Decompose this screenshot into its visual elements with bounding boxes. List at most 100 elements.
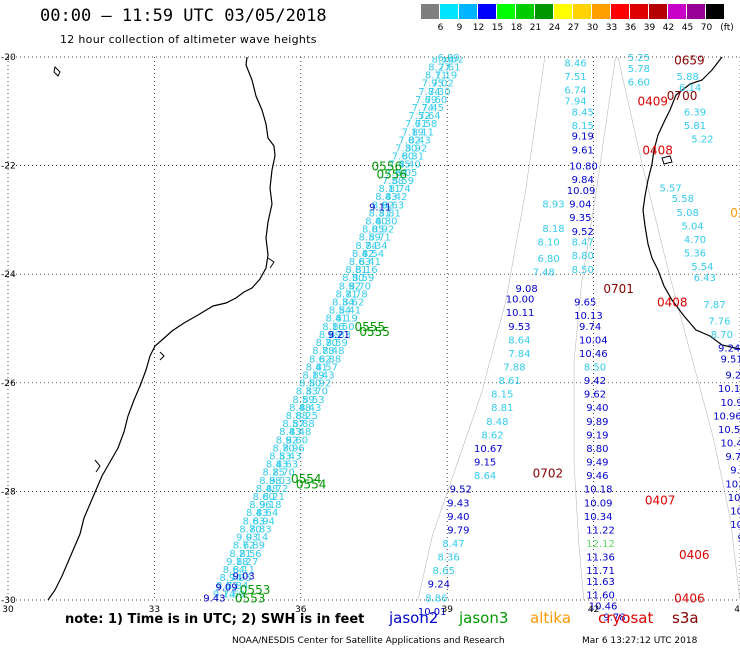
swath-value-label: 8.83 [216, 581, 238, 592]
swath-value-label: 7.95 [229, 573, 251, 584]
wave-height-value: 8.10 [537, 238, 559, 249]
swath-value-label: 8.48 [256, 484, 278, 495]
swath-value-label: 8.56 [239, 549, 261, 560]
pass-time-label: 0407 [645, 494, 676, 508]
swath-value-label: 8.81 [379, 208, 401, 219]
swath-value-label: 8.57 [316, 362, 338, 373]
color-scale-label: 21 [529, 23, 542, 33]
swath-value-label: 8.25 [263, 468, 285, 479]
swath-value-label: 8.74 [389, 184, 411, 195]
wave-height-value: 9.61 [572, 145, 594, 156]
wave-height-value: 6.89 [437, 53, 459, 64]
pass-time-label: 0553 [235, 591, 266, 605]
color-swatch [554, 4, 573, 19]
swath-value-label: 8.11 [412, 127, 434, 138]
wave-height-value: 9.62 [584, 390, 606, 401]
swath-value-label: 7.30 [395, 144, 417, 155]
swath-value-label: 8.30 [375, 216, 397, 227]
wave-height-value: 10.94 [720, 398, 740, 409]
timestamp-text: Mar 6 13:27:12 UTC 2018 [582, 636, 698, 646]
swath-value-label: 7.52 [442, 54, 464, 65]
color-swatch [706, 4, 725, 19]
lon-tick-label: 36 [295, 605, 307, 615]
axis-tick-labels: 30 33 36 39 42 45 -20 -22 -24 -26 -28 -30 [1, 53, 740, 615]
swath-value-label: 8.96 [282, 443, 304, 454]
pass-time-label: 0555 [359, 325, 390, 339]
wave-height-value: 10.20 [725, 479, 740, 490]
swath-value-label: 7.74 [412, 103, 434, 114]
wave-height-value: 6.74 [564, 86, 586, 97]
swath-value-label: 8.60 [286, 435, 308, 446]
color-scale-label: 6 [437, 23, 444, 33]
color-scale-label: 33 [605, 23, 618, 33]
lat-tick-label: -28 [1, 487, 16, 497]
swath-value-label: 9.14 [246, 533, 268, 544]
wave-height-value: 8.50 [572, 265, 594, 276]
lat-tick-label: -22 [1, 162, 16, 172]
wave-height-value: 8.48 [486, 417, 508, 428]
pass-time-label: 0702 [533, 466, 564, 480]
swath-value-label: 8.62 [309, 354, 331, 365]
legend-cryosat: cryosat [598, 609, 654, 627]
color-scale-label: 45 [681, 23, 694, 33]
wave-height-value: 9.09 [738, 534, 740, 545]
wave-height-value: 11.60 [586, 591, 615, 602]
pass-time-label: 0406 [674, 591, 705, 605]
color-swatch [573, 4, 592, 19]
color-scale-label: 12 [472, 23, 485, 33]
swath-value-label: 7.58 [382, 176, 404, 187]
wave-height-value: 9.53 [508, 322, 530, 333]
swath-value-label: 8.43 [279, 452, 301, 463]
wave-height-value: 7.48 [533, 267, 555, 278]
swath-value-label: 8.74 [355, 241, 377, 252]
swath-value-label: 8.11 [233, 565, 255, 576]
swath-value-label: 8.64 [256, 508, 278, 519]
swath-value-label: 8.43 [408, 135, 430, 146]
swath-value-label: 7.45 [388, 160, 410, 171]
swath-value-label: 8.92 [339, 281, 361, 292]
wave-height-value: 6.60 [628, 77, 650, 88]
wave-height-value: 9.19 [586, 430, 608, 441]
wave-height-value: 5.36 [684, 248, 706, 259]
color-scale-unit: (ft) [720, 23, 734, 33]
color-scale-label: 42 [662, 23, 675, 33]
swath-value-label: 8.21 [263, 492, 285, 503]
swath-value-label: 8.19 [336, 314, 358, 325]
lon-tick-label: 45 [734, 605, 740, 615]
swath-value-label: 7.30 [428, 87, 450, 98]
swath-value-label: 8.27 [236, 557, 258, 568]
wave-height-value: 8.18 [542, 224, 564, 235]
wave-height-value: 8.80 [586, 444, 608, 455]
swath-value-label: 8.81 [345, 265, 367, 276]
wave-height-labels: 6.89 8.46 5.255.78 7.51 5.88 6.60 6.74 6.14 7.94… [203, 53, 740, 623]
swath-value-label: 8.70 [316, 338, 338, 349]
swath-value-label: 8.78 [312, 346, 334, 357]
wave-height-value: 5.81 [684, 121, 706, 132]
swath-value-label: 8.54 [329, 306, 351, 317]
swath-value-label: 8.92 [405, 144, 427, 155]
swath-value-label: 8.16 [322, 322, 344, 333]
legend-jason2: jason2 [389, 609, 439, 627]
wave-height-value: 8.50 [584, 363, 606, 374]
wave-height-value: 9.19 [572, 132, 594, 143]
wave-height-value: 5.54 [691, 262, 713, 273]
pass-time-label: 0555 [354, 320, 385, 334]
wave-height-value: 10.11 [506, 308, 535, 319]
wave-height-value: 10.14 [718, 384, 740, 395]
wave-height-value: 9.24 [718, 344, 740, 355]
lat-tick-label: -24 [1, 270, 16, 280]
wave-height-value: 9.43 [447, 498, 469, 509]
swath-value-label: 8.59 [352, 273, 374, 284]
color-scale-label: 70 [700, 23, 713, 33]
satellite-tracks [417, 57, 740, 600]
wave-height-value: 12.12 [586, 539, 615, 550]
swath-value-label: 8.48 [289, 427, 311, 438]
swath-value-label: 8.63 [243, 516, 265, 527]
swath-value-label: 7.84 [226, 581, 248, 592]
wave-height-value: 9.74 [579, 322, 601, 333]
legend-altika: altika [530, 609, 572, 627]
wave-height-value: 9.49 [586, 458, 608, 469]
swath-value-label: 8.40 [398, 160, 420, 171]
swath-value-label: 8.43 [266, 460, 288, 471]
